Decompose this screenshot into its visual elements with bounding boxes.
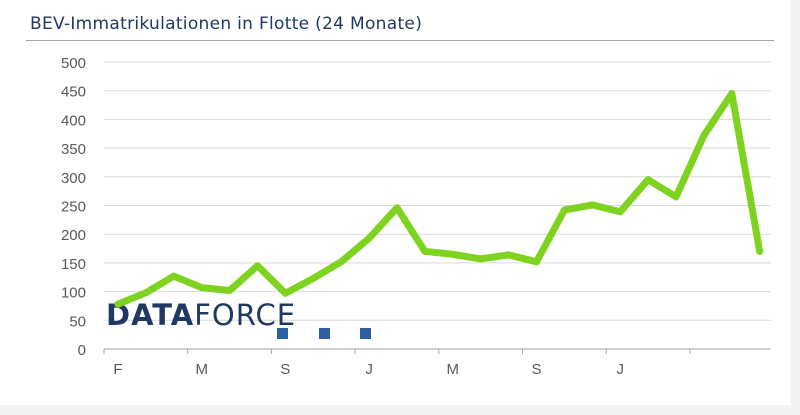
x-axis bbox=[103, 348, 771, 354]
data-point bbox=[365, 234, 373, 242]
data-point bbox=[393, 204, 401, 212]
y-tick-label: 200 bbox=[61, 227, 86, 244]
data-point bbox=[198, 284, 206, 292]
y-tick-label: 150 bbox=[61, 256, 86, 273]
y-tick-label: 100 bbox=[61, 285, 86, 302]
data-point bbox=[281, 289, 289, 297]
x-tick-label: J bbox=[616, 361, 624, 378]
data-point bbox=[477, 255, 485, 263]
data-point bbox=[616, 208, 624, 216]
data-point bbox=[644, 176, 652, 184]
y-tick-label: 250 bbox=[61, 199, 86, 216]
svg-text:DATAFORCE: DATAFORCE bbox=[106, 298, 296, 332]
data-point bbox=[449, 250, 457, 258]
gridlines bbox=[104, 61, 771, 321]
chart-title: BEV-Immatrikulationen in Flotte (24 Mona… bbox=[30, 14, 423, 34]
data-point bbox=[337, 258, 345, 266]
title-divider bbox=[26, 40, 774, 41]
data-point bbox=[254, 262, 261, 270]
chart-card: BEV-Immatrikulationen in Flotte (24 Mona… bbox=[0, 0, 791, 405]
data-point bbox=[756, 247, 764, 255]
data-point bbox=[142, 289, 150, 297]
data-points bbox=[114, 90, 764, 308]
y-tick-label: 400 bbox=[61, 112, 86, 129]
data-point bbox=[114, 300, 122, 308]
y-tick-label: 0 bbox=[78, 342, 86, 359]
series-line bbox=[114, 90, 764, 308]
x-tick-label: S bbox=[280, 361, 290, 378]
logo-square bbox=[319, 328, 330, 339]
x-tick-label: S bbox=[531, 361, 541, 378]
data-point bbox=[309, 274, 317, 282]
dataforce-logo: DATAFORCE bbox=[106, 298, 371, 339]
y-tick-label: 300 bbox=[61, 170, 86, 187]
x-tick-label: F bbox=[113, 361, 122, 378]
y-axis-ticks: 0 50 100 150 200 250 300 350 400 450 500 bbox=[61, 55, 86, 359]
data-point bbox=[728, 90, 736, 98]
y-tick-label: 50 bbox=[69, 313, 86, 330]
data-point bbox=[421, 247, 429, 255]
data-point bbox=[170, 272, 178, 280]
x-tick-label: M bbox=[447, 361, 460, 378]
logo-square bbox=[360, 328, 371, 339]
y-tick-label: 350 bbox=[61, 141, 86, 158]
data-point bbox=[672, 193, 680, 201]
logo-square bbox=[277, 328, 288, 339]
data-point bbox=[226, 286, 234, 294]
data-point bbox=[700, 131, 708, 139]
data-point bbox=[533, 258, 540, 266]
data-point bbox=[560, 206, 568, 214]
logo-text-force: FORCE bbox=[194, 298, 296, 332]
y-tick-label: 500 bbox=[61, 55, 86, 72]
data-point bbox=[588, 201, 596, 209]
y-tick-label: 450 bbox=[61, 84, 86, 101]
data-point bbox=[505, 251, 513, 259]
x-tick-label: M bbox=[195, 361, 208, 378]
x-tick-label: J bbox=[365, 361, 373, 378]
